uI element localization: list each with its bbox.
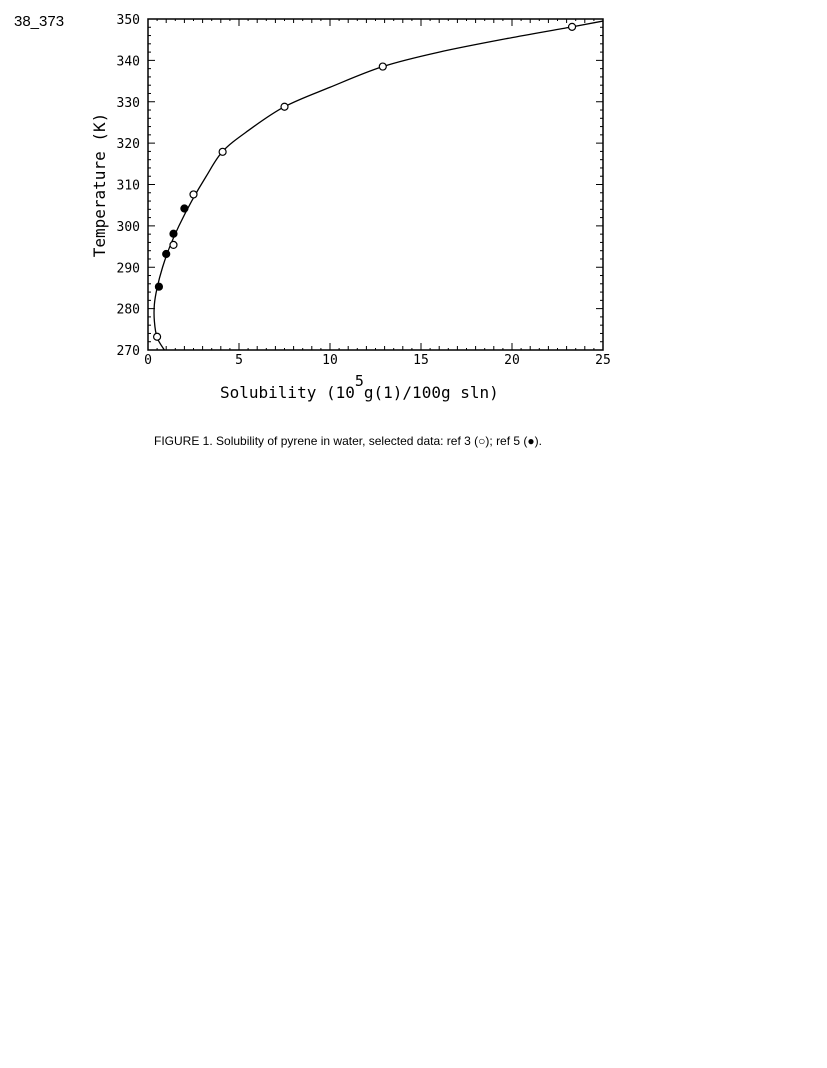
data-point-ref3 bbox=[280, 102, 289, 111]
y-tick-label: 330 bbox=[117, 96, 140, 111]
x-tick-label: 25 bbox=[595, 353, 611, 368]
y-tick-label: 300 bbox=[117, 220, 140, 235]
y-tick-label: 340 bbox=[117, 54, 140, 69]
x-axis-label-part1: Solubility (10 bbox=[220, 383, 355, 402]
x-tick-label: 20 bbox=[504, 353, 520, 368]
y-tick-label: 290 bbox=[117, 261, 140, 276]
x-axis-label-part2: g(1)/100g sln) bbox=[364, 383, 499, 402]
y-tick-label: 350 bbox=[117, 13, 140, 28]
data-point-ref3 bbox=[378, 62, 387, 71]
x-tick-label: 0 bbox=[144, 353, 152, 368]
x-tick-label: 15 bbox=[413, 353, 429, 368]
data-point-ref5 bbox=[169, 229, 178, 238]
data-point-ref5 bbox=[162, 249, 171, 259]
y-tick-label: 280 bbox=[117, 303, 140, 318]
data-point-ref3 bbox=[189, 190, 198, 199]
data-point-ref5 bbox=[180, 204, 189, 213]
data-point-ref3 bbox=[567, 22, 577, 31]
solubility-chart: 0 5 10 15 20 25 270 280 290 300 310 320 330 340 350 Te… bbox=[90, 13, 611, 402]
data-point-ref3 bbox=[153, 332, 162, 341]
data-point-ref5 bbox=[154, 282, 164, 291]
x-axis-label: Solubility (105g(1)/100g sln) bbox=[220, 372, 499, 402]
figure-caption: FIGURE 1. Solubility of pyrene in water,… bbox=[154, 434, 542, 448]
data-point-ref3 bbox=[169, 240, 178, 250]
y-tick-label: 320 bbox=[117, 137, 140, 152]
page-label: 38_373 bbox=[14, 13, 65, 30]
x-axis-label-sup: 5 bbox=[355, 372, 364, 390]
y-axis-label: Temperature (K) bbox=[90, 113, 109, 258]
x-tick-label: 10 bbox=[322, 353, 338, 368]
fit-curve bbox=[153, 20, 604, 351]
y-tick-label: 310 bbox=[117, 179, 140, 194]
y-tick-label: 270 bbox=[117, 344, 140, 359]
data-point-ref3 bbox=[218, 147, 227, 156]
x-tick-label: 5 bbox=[235, 353, 243, 368]
